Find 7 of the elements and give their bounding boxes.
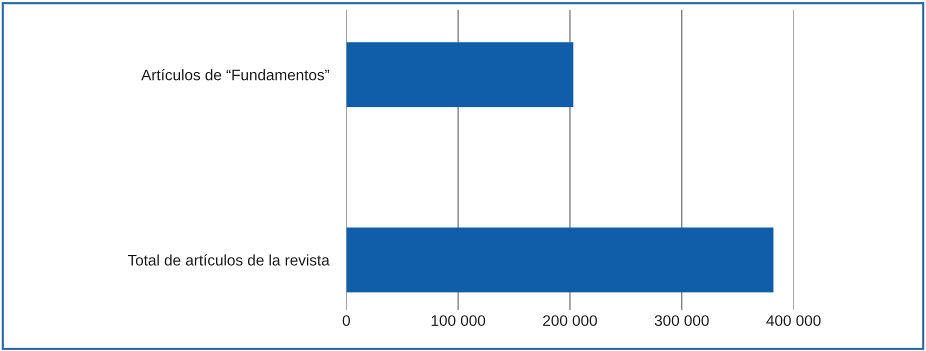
x-tick-label: 400 000 xyxy=(766,315,821,326)
x-tick-label: 200 000 xyxy=(543,315,597,326)
x-tick-label: 300 000 xyxy=(654,315,709,326)
y-tick-label: Total de artículos de la revista xyxy=(128,254,330,266)
y-tick-label: Artículos de “Fundamentos” xyxy=(141,68,330,80)
x-tick-label: 100 000 xyxy=(432,315,486,326)
x-tick-label: 0 xyxy=(342,315,350,326)
